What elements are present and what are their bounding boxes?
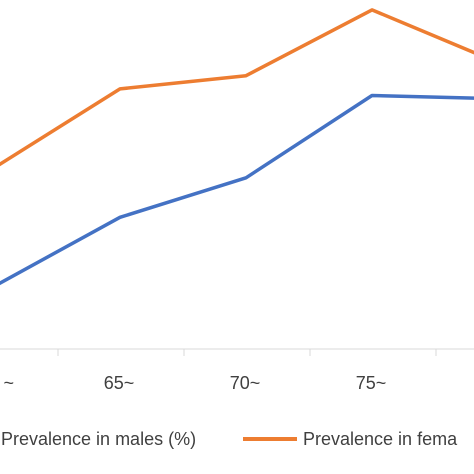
legend-label-females: Prevalence in fema [303,429,458,449]
legend: Prevalence in males (%) Prevalence in fe… [1,429,458,449]
x-tick-label: 75~ [356,373,387,393]
series-lines [0,8,474,286]
x-tick-label: ~ [3,373,14,393]
x-tick-label: 70~ [230,373,261,393]
x-tick-label: 65~ [104,373,135,393]
series-line-males [0,93,474,286]
x-axis-ticks [57,349,437,356]
series-line-females [0,8,474,167]
x-axis-tick-labels: ~65~ 70~ 75~ [3,373,386,393]
legend-label-males: Prevalence in males (%) [1,429,196,449]
